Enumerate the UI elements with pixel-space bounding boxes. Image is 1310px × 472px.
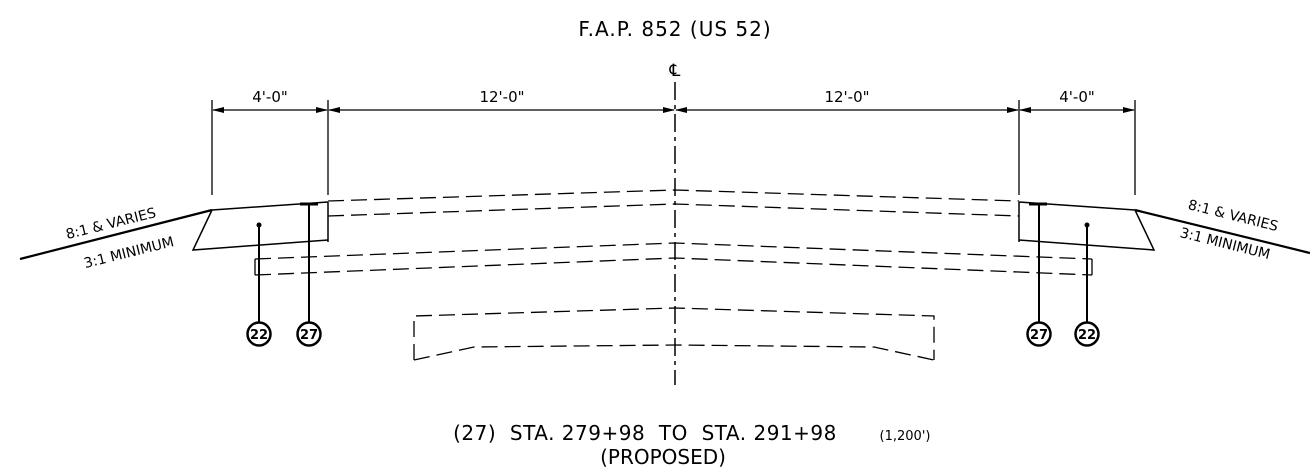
callout-right-outer: 22 [1074, 321, 1100, 347]
callout-right-outer-label: 22 [1078, 328, 1096, 343]
caption-length: (1,200') [880, 429, 931, 444]
dim-right-shoulder: 4'-0" [1059, 88, 1095, 106]
callout-left-inner-label: 27 [300, 328, 318, 343]
right-shoulder [1018, 201, 1156, 251]
callout-leaders [258, 204, 1088, 322]
dim-right-lane: 12'-0" [824, 88, 869, 106]
dim-left-lane: 12'-0" [479, 88, 524, 106]
slope-right-bottom: 3:1 MINIMUM [1178, 225, 1271, 263]
existing-pavement [254, 189, 1093, 276]
caption-sub: (PROPOSED) [600, 445, 726, 469]
caption-main: (27) STA. 279+98 TO STA. 291+98 [453, 421, 837, 445]
slope-left-top: 8:1 & VARIES [64, 205, 157, 243]
callout-left-outer: 22 [246, 321, 272, 347]
subbase-outline [413, 307, 935, 361]
callout-leader-dots [256, 222, 1090, 228]
callout-right-inner: 27 [1026, 321, 1052, 347]
side-slopes [19, 208, 1310, 261]
centerline-symbol: ℄ [669, 61, 681, 81]
callout-left-outer-label: 22 [250, 328, 268, 343]
callout-right-inner-label: 27 [1030, 328, 1048, 343]
callout-left-inner: 27 [296, 321, 322, 347]
dim-left-shoulder: 4'-0" [252, 88, 288, 106]
extension-lines [211, 100, 1136, 195]
drawing-title: F.A.P. 852 (US 52) [578, 17, 771, 41]
